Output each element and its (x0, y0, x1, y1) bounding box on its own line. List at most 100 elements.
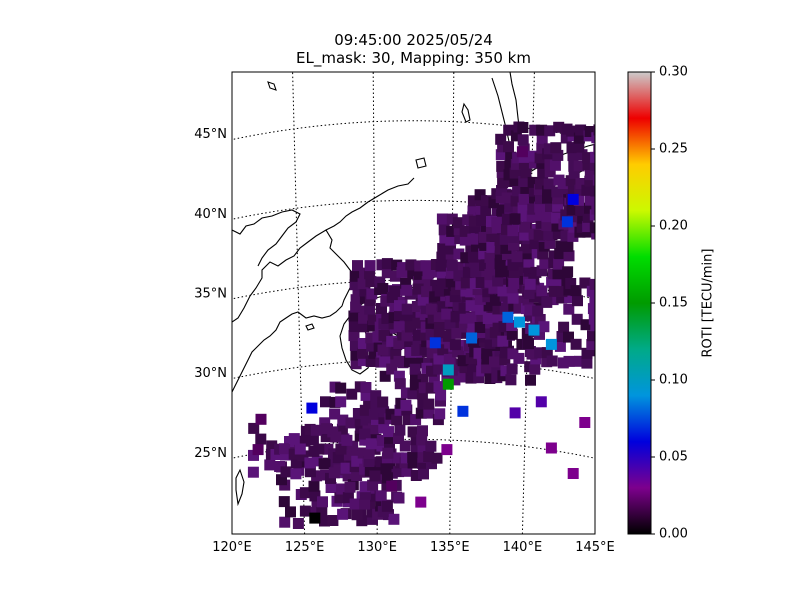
roti-tile (474, 322, 486, 333)
roti-tile (413, 276, 425, 288)
roti-tile (522, 294, 534, 306)
roti-tile (499, 354, 511, 366)
roti-tile (506, 328, 518, 340)
roti-tile (538, 240, 550, 252)
roti-tile (537, 248, 549, 260)
roti-tile (288, 433, 300, 445)
roti-tile (367, 479, 379, 491)
roti-point (514, 316, 525, 328)
roti-tile (290, 468, 302, 480)
roti-tile (589, 159, 595, 171)
roti-tile (538, 321, 550, 333)
colorbar-tick-label: 0.20 (659, 219, 688, 234)
roti-tile (563, 284, 575, 296)
roti-tile (340, 462, 352, 474)
roti-tile (404, 310, 416, 322)
roti-tile (453, 224, 465, 236)
roti-tile (358, 321, 370, 333)
roti-tile (436, 267, 448, 279)
roti-tile (419, 344, 431, 355)
roti-tile (345, 417, 357, 429)
roti-tile (588, 345, 595, 357)
roti-tile (435, 260, 447, 272)
roti-tile (529, 124, 541, 136)
roti-tile (428, 372, 440, 384)
roti-tile (370, 399, 382, 411)
roti-tile (377, 283, 389, 294)
roti-tile (437, 344, 449, 356)
roti-tile (560, 209, 572, 221)
roti-tile (528, 150, 539, 162)
roti-tile (393, 355, 405, 367)
roti-tile (518, 176, 530, 187)
roti-tile (445, 276, 457, 288)
roti-tile (436, 213, 448, 225)
graticule-lon-140 (521, 72, 535, 534)
roti-tile (446, 260, 458, 272)
roti-tile (587, 330, 595, 342)
roti-tile (590, 320, 595, 332)
roti-tile (467, 251, 479, 263)
roti-tile (459, 312, 471, 324)
roti-point (535, 396, 547, 408)
roti-tile (506, 320, 518, 331)
roti-tile (417, 294, 429, 306)
roti-tile (521, 248, 533, 260)
roti-tile (446, 225, 458, 237)
roti-tile (549, 159, 561, 171)
roti-tile (299, 487, 311, 499)
roti-tile (417, 425, 428, 437)
roti-tile (496, 160, 508, 172)
graticule-lat-45 (232, 120, 595, 141)
roti-tile (344, 481, 356, 493)
roti-tile (486, 241, 498, 253)
roti-tile (527, 203, 539, 215)
roti-tile (329, 396, 341, 408)
roti-tile (511, 251, 523, 263)
roti-tile (357, 355, 369, 367)
roti-tile (535, 178, 546, 190)
roti-tile (453, 248, 465, 260)
roti-tile (479, 260, 490, 271)
roti-tile (450, 364, 462, 376)
roti-tile (494, 243, 506, 255)
roti-tile (411, 441, 422, 453)
roti-tile (439, 232, 451, 244)
roti-tile (423, 398, 435, 410)
roti-tile (489, 327, 501, 339)
roti-tile (417, 373, 429, 385)
roti-tile (573, 132, 585, 144)
roti-tile (337, 508, 349, 520)
roti-point (252, 444, 264, 456)
roti-tile (589, 293, 595, 305)
roti-tile (264, 459, 276, 471)
roti-tile (542, 185, 554, 197)
roti-tile (555, 240, 567, 252)
roti-tile (501, 223, 512, 235)
roti-point (466, 332, 478, 344)
roti-tile (365, 356, 377, 367)
roti-tile (375, 490, 387, 502)
roti-tile (552, 193, 564, 205)
x-tick-label: 145°E (575, 540, 615, 555)
roti-tile (400, 399, 412, 411)
roti-tile (452, 261, 464, 273)
roti-tile (584, 169, 595, 181)
roti-tile (520, 167, 532, 179)
y-tick-label: 25°N (194, 446, 227, 461)
roti-tile (433, 363, 445, 375)
roti-tile (554, 340, 566, 352)
roti-tile (436, 338, 448, 349)
roti-tile (459, 362, 471, 374)
roti-tile (384, 432, 396, 444)
colorbar-tick-label: 0.30 (659, 65, 688, 80)
roti-tile (405, 259, 417, 271)
roti-tile (431, 266, 442, 278)
roti-tile (460, 252, 472, 264)
roti-tile (486, 230, 498, 242)
roti-tile (567, 211, 579, 223)
roti-tile (360, 382, 372, 393)
roti-tile (474, 293, 486, 305)
roti-tile (355, 422, 367, 434)
roti-tile (379, 356, 391, 368)
